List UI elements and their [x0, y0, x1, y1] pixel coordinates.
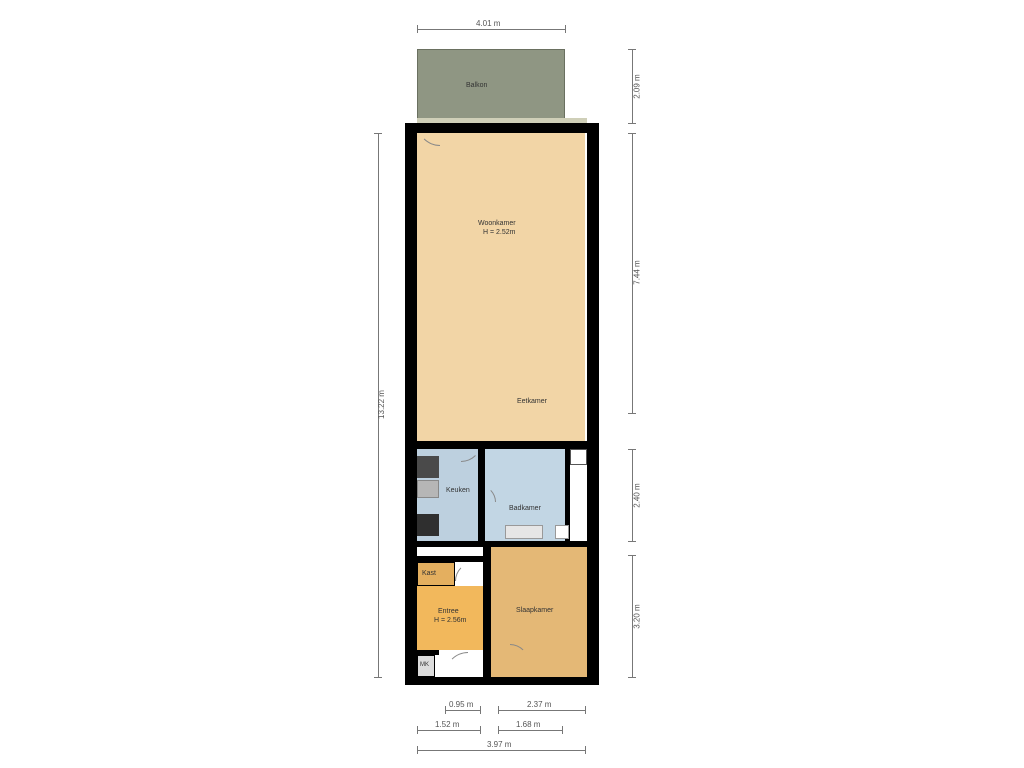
dim-top-label: 4.01 m — [476, 19, 500, 28]
eetkamer-label: Eetkamer — [517, 398, 547, 405]
floorplan-canvas: { "canvas": { "width": 1024, "height": 7… — [0, 0, 1024, 768]
woonkamer-room — [417, 133, 585, 441]
dim-l-label: 13.22 m — [377, 390, 386, 419]
dim-r1-label: 2.09 m — [633, 74, 642, 98]
dim-top-line — [417, 29, 565, 30]
woonkamer-label: Woonkamer — [478, 220, 516, 227]
dim-b2b-line — [498, 730, 562, 731]
keuken-label: Keuken — [446, 487, 470, 494]
dim-b2a-line — [417, 730, 480, 731]
bad-window — [570, 449, 587, 465]
sink — [417, 480, 439, 498]
wall-mid-h — [417, 441, 587, 449]
dim-l-t2 — [374, 677, 382, 678]
dim-b2a-t1 — [417, 726, 418, 734]
dim-b2a-t2 — [480, 726, 481, 734]
bathtub — [505, 525, 543, 539]
basin — [555, 525, 569, 539]
dim-b2a-label: 1.52 m — [435, 720, 459, 729]
entree-sublabel: H = 2.56m — [434, 617, 467, 624]
dim-b1b-label: 2.37 m — [527, 700, 551, 709]
dim-b1b-t1 — [498, 706, 499, 714]
dim-r1-t1 — [628, 49, 636, 50]
dim-b2b-label: 1.68 m — [516, 720, 540, 729]
dim-b1a-line — [445, 710, 480, 711]
dim-b2b-t2 — [562, 726, 563, 734]
dim-b1b-t2 — [585, 706, 586, 714]
dim-b3-line — [417, 750, 585, 751]
entree-label: Entree — [438, 608, 459, 615]
balkon-room — [417, 49, 565, 122]
dim-top-t2 — [565, 25, 566, 33]
dim-r2-t2 — [628, 413, 636, 414]
wall-right — [587, 123, 599, 685]
dim-b2b-t1 — [498, 726, 499, 734]
dim-top-t1 — [417, 25, 418, 33]
dim-b1a-label: 0.95 m — [449, 700, 473, 709]
stove — [417, 456, 439, 478]
dim-r4-label: 3.20 m — [633, 604, 642, 628]
dim-b1a-t1 — [445, 706, 446, 714]
dim-r2-label: 7.44 m — [633, 260, 642, 284]
slaapkamer-label: Slaapkamer — [516, 607, 553, 614]
dim-b1b-line — [498, 710, 585, 711]
dim-r1-t2 — [628, 123, 636, 124]
wall-left — [405, 123, 417, 685]
wall-es — [483, 547, 491, 677]
badkamer-label: Badkamer — [509, 505, 541, 512]
kast-label: Kast — [422, 570, 436, 577]
dim-r3-label: 2.40 m — [633, 483, 642, 507]
dim-r3-t2 — [628, 541, 636, 542]
dim-b3-label: 3.97 m — [487, 740, 511, 749]
dim-r2-t1 — [628, 133, 636, 134]
balkon-label: Balkon — [466, 82, 487, 89]
dim-l-t1 — [374, 133, 382, 134]
dim-r4-t2 — [628, 677, 636, 678]
dim-b1a-t2 — [480, 706, 481, 714]
hob — [417, 514, 439, 536]
dim-r3-t1 — [628, 449, 636, 450]
woonkamer-sublabel: H = 2.52m — [483, 229, 516, 236]
wall-bottom — [405, 677, 599, 685]
dim-b3-t2 — [585, 746, 586, 754]
dim-b3-t1 — [417, 746, 418, 754]
mk-label: MK — [420, 662, 429, 668]
dim-r4-t1 — [628, 555, 636, 556]
